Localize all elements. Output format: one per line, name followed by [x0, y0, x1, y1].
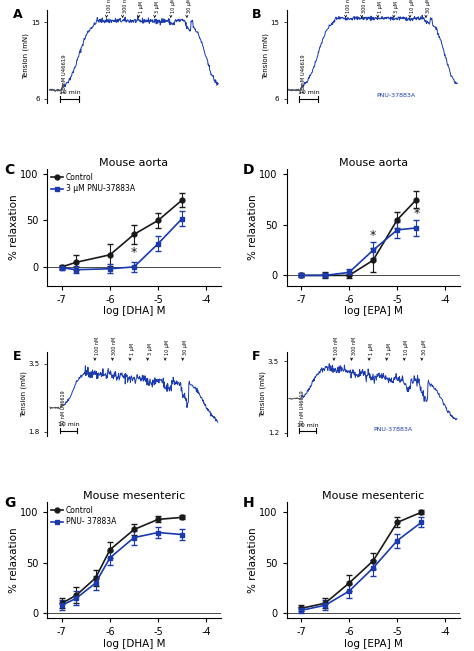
Text: G: G — [4, 497, 16, 510]
Text: 1 μM: 1 μM — [369, 342, 374, 355]
Y-axis label: Tension (mN): Tension (mN) — [23, 33, 29, 79]
Y-axis label: % relaxation: % relaxation — [248, 195, 258, 260]
Y-axis label: % relaxation: % relaxation — [9, 527, 18, 593]
Title: Mouse mesenteric: Mouse mesenteric — [322, 492, 424, 501]
Text: 30 μM: 30 μM — [422, 340, 427, 355]
Text: 10 min: 10 min — [58, 422, 79, 427]
X-axis label: log [DHA] M: log [DHA] M — [103, 306, 165, 316]
Text: 300 nM: 300 nM — [123, 0, 128, 12]
Y-axis label: Tension (mN): Tension (mN) — [262, 33, 269, 79]
Text: 100 nM: 100 nM — [334, 337, 339, 355]
X-axis label: log [DHA] M: log [DHA] M — [103, 639, 165, 649]
Text: 100 nM: 100 nM — [107, 0, 111, 12]
Text: PNU-37883A: PNU-37883A — [377, 93, 416, 98]
Text: *: * — [131, 247, 137, 260]
Title: Mouse mesenteric: Mouse mesenteric — [83, 492, 185, 501]
Text: A: A — [13, 8, 22, 21]
Title: Mouse aorta: Mouse aorta — [338, 158, 408, 169]
Text: 30 μM: 30 μM — [187, 0, 192, 12]
Text: 100 nM: 100 nM — [346, 0, 351, 12]
Text: F: F — [252, 350, 260, 363]
Text: H: H — [243, 497, 255, 510]
Y-axis label: Tension (mN): Tension (mN) — [260, 371, 266, 417]
Text: 3 μM: 3 μM — [155, 1, 160, 12]
Text: 300 nM: 300 nM — [112, 337, 118, 355]
Text: E: E — [13, 350, 21, 363]
Text: PNU-37883A: PNU-37883A — [373, 426, 412, 432]
Text: 300 nM: 300 nM — [352, 337, 356, 355]
Title: Mouse aorta: Mouse aorta — [100, 158, 169, 169]
Text: 10 μM: 10 μM — [165, 339, 170, 355]
Text: 10 nM U46619: 10 nM U46619 — [301, 55, 306, 94]
Text: D: D — [243, 163, 255, 178]
Text: *: * — [370, 229, 376, 242]
Y-axis label: % relaxation: % relaxation — [248, 527, 258, 593]
X-axis label: log [EPA] M: log [EPA] M — [344, 306, 402, 316]
Text: 30 nM U46619: 30 nM U46619 — [300, 390, 305, 426]
Text: *: * — [413, 207, 419, 220]
Y-axis label: % relaxation: % relaxation — [9, 195, 18, 260]
Text: 10 min: 10 min — [298, 90, 319, 96]
Text: 10 nM U46619: 10 nM U46619 — [62, 55, 67, 94]
Text: 3 μM: 3 μM — [147, 342, 153, 355]
Text: 30 μM: 30 μM — [182, 339, 188, 355]
Text: 10 min: 10 min — [59, 90, 81, 96]
Text: 10 μM: 10 μM — [410, 0, 415, 12]
Text: 100 nM: 100 nM — [95, 337, 100, 355]
Text: 30 nM U46619: 30 nM U46619 — [61, 390, 65, 426]
Text: 1 μM: 1 μM — [130, 342, 135, 355]
Text: C: C — [4, 163, 14, 178]
Text: 10 min: 10 min — [297, 422, 319, 428]
Text: 3 μM: 3 μM — [394, 1, 399, 12]
Text: 1 μM: 1 μM — [139, 1, 144, 12]
Text: 1 μM: 1 μM — [378, 1, 383, 12]
Text: 300 nM: 300 nM — [362, 0, 367, 12]
Text: 10 μM: 10 μM — [404, 340, 409, 355]
Legend: Control, PNU- 37883A: Control, PNU- 37883A — [51, 506, 116, 526]
Text: 3 μM: 3 μM — [387, 342, 392, 355]
Text: B: B — [252, 8, 261, 21]
Legend: Control, 3 μM PNU-37883A: Control, 3 μM PNU-37883A — [51, 173, 135, 193]
Text: 10 μM: 10 μM — [171, 0, 176, 12]
Text: 30 μM: 30 μM — [426, 0, 431, 12]
Y-axis label: Tension (mN): Tension (mN) — [21, 371, 27, 417]
X-axis label: log [EPA] M: log [EPA] M — [344, 639, 402, 649]
